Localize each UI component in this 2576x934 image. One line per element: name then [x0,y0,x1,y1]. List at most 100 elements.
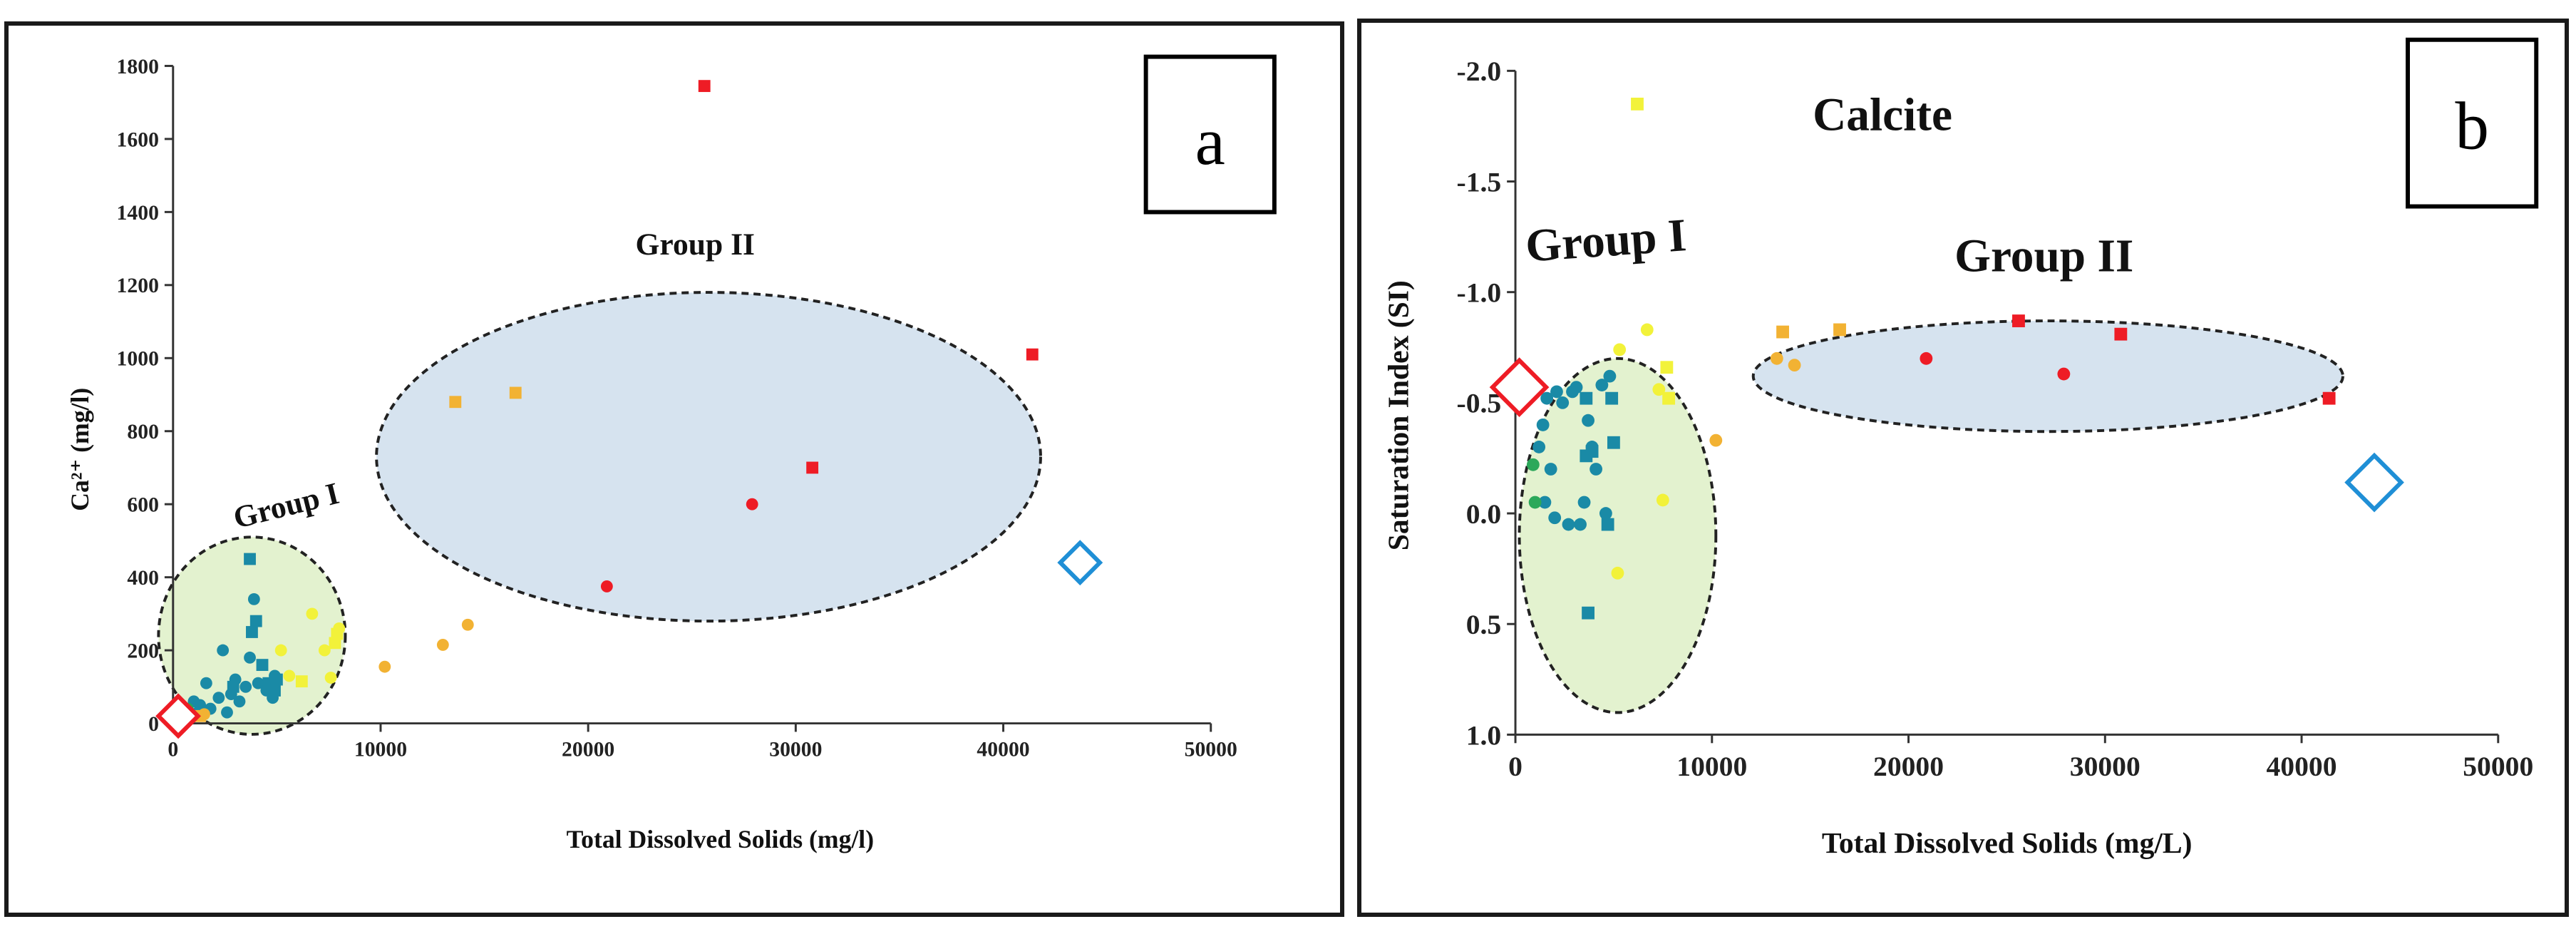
chart-panel-b: 0 10000 20000 30000 40000 50000 -2.0 -1.5 -1.0 -0… [1357,19,2569,917]
chart-b-point-teal-circles [1603,369,1617,383]
chart-b-point-red-circles [1920,351,1933,365]
chart-a-y-tick-label: 1600 [117,128,159,151]
chart-a-y-tick-label: 1800 [117,56,159,78]
chart-a-point-red-squares [806,461,819,474]
chart-b-point-blue-diamond [2344,452,2404,513]
chart-a-point-orange-squares [449,396,462,409]
chart-b-point-teal-circles [1574,518,1587,531]
chart-b-point-teal-circles [1595,379,1609,391]
chart-a-point-yellow-circles [324,672,337,684]
chart-b-group-2-ellipse [1751,319,2344,433]
chart-b-y-tick-label: -1.0 [1457,277,1502,309]
chart-a-panel-letter-box [1143,54,1277,215]
chart-b-point-teal-squares [1601,518,1614,531]
chart-a-x-tick-label: 10000 [354,739,407,761]
chart-b-point-yellow-circles [1640,323,1654,337]
chart-b-point-teal-circles [1577,496,1591,509]
chart-a-x-axis-label: Total Dissolved Solids (mg/l) [567,825,874,853]
chart-b-y-tick-label: 0.5 [1466,609,1502,640]
chart-b-point-teal-circles [1548,511,1562,525]
chart-a-x-tick-label: 50000 [1185,739,1237,761]
chart-b-point-orange-circles [1770,351,1783,365]
chart-b-x-tick-label: 40000 [2267,751,2337,782]
chart-a-point-teal-squares [256,659,269,672]
chart-a-point-teal-circles [221,706,233,719]
chart-b-point-yellow-squares [1631,97,1644,111]
chart-b-point-yellow-circles [1611,566,1624,580]
chart-b-point-teal-circles [1556,396,1570,409]
chart-a-x-tick-label: 40000 [977,739,1029,761]
chart-panel-a: 0 10000 20000 30000 40000 50000 0 200 400 600 800 1… [4,21,1344,917]
chart-b-point-orange-squares [1833,323,1846,337]
chart-a-point-teal-squares [246,626,258,638]
chart-b-point-orange-squares [1776,325,1789,339]
chart-a-group-ii-label: Group II [636,227,755,262]
chart-a-point-orange-squares [509,386,522,399]
chart-b-x-tick-label: 0 [1508,751,1523,782]
chart-b-y-axis-label: Saturation Index (SI) [1381,280,1415,550]
chart-b-point-orange-circles [1709,433,1723,447]
chart-a-point-red-circles [746,498,758,510]
chart-b-y-tick-label: 1.0 [1466,719,1502,751]
chart-a-y-tick-label: 200 [127,640,159,663]
chart-b-point-red-squares [2322,391,2336,405]
chart-a-y-tick-label: 400 [127,567,159,590]
chart-b-point-teal-circles [1538,496,1552,509]
chart-b-point-red-squares [2114,327,2128,341]
chart-b-point-red-diamond [1489,357,1550,417]
chart-a-point-teal-circles [247,592,260,605]
chart-a-y-tick-label: 1200 [117,274,159,297]
chart-b-point-green-circles [1528,496,1542,509]
chart-b-x-tick-label: 10000 [1676,751,1747,782]
chart-b-x-axis-label: Total Dissolved Solids (mg/L) [1822,826,2193,860]
chart-a-point-teal-squares [244,553,256,565]
chart-b-point-teal-circles [1536,418,1550,431]
chart-b-points [1489,97,2404,620]
chart-a-point-orange-circles [461,618,474,631]
chart-a-point-teal-circles [244,651,256,664]
chart-a-point-orange-circles [436,639,449,651]
chart-b-point-teal-circles [1570,381,1583,394]
chart-b-y-tick-label: 0.0 [1466,498,1502,530]
chart-a-y-tick-label: 600 [127,494,159,517]
chart-b-point-teal-circles [1544,463,1557,476]
chart-b-panel-letter: b [2455,88,2489,163]
chart-a-point-yellow-circles [306,607,319,620]
chart-b-point-teal-squares [1582,606,1594,620]
chart-a-point-teal-squares [227,680,239,693]
chart-a-point-orange-circles [378,660,391,673]
chart-b-point-teal-circles [1582,414,1594,427]
chart-a-y-tick-label: 1400 [117,202,159,225]
chart-a-y-tick-label: 0 [148,713,159,736]
chart-b-point-teal-squares [1585,445,1599,458]
chart-a-point-red-diamond [155,693,201,739]
chart-a-point-teal-circles [217,644,230,657]
chart-a-x-tick-label: 0 [168,739,178,761]
chart-b-y-tick-label: -0.5 [1457,388,1502,419]
chart-b-point-teal-circles [1540,391,1554,405]
chart-b-point-yellow-circles [1656,493,1669,507]
chart-a-point-red-circles [600,580,613,592]
chart-b-point-yellow-circles [1613,343,1627,356]
chart-b-svg: 0 10000 20000 30000 40000 50000 -2.0 -1.5 -1.0 -0… [1381,37,2539,860]
chart-a-point-teal-squares [269,684,281,697]
chart-a-point-yellow-squares [331,627,344,640]
chart-a-group-i-label: Group I [230,476,343,535]
chart-b-title: Calcite [1813,90,1952,141]
chart-a-point-yellow-circles [318,644,331,657]
chart-b-point-yellow-squares [1660,361,1674,374]
chart-a-panel-letter: a [1195,103,1225,179]
chart-b-group-i-label: Group I [1524,210,1688,272]
chart-b-point-teal-circles [1562,518,1575,531]
chart-b-group-1-ellipse [1518,356,1718,714]
chart-a-point-yellow-squares [295,675,308,688]
chart-a-svg: 0 10000 20000 30000 40000 50000 0 200 400 600 800 1… [66,54,1277,853]
chart-b-group-ii-label: Group II [1954,231,2133,282]
chart-b-point-teal-squares [1605,391,1619,405]
chart-a-y-tick-label: 1000 [117,348,159,371]
chart-a-point-blue-diamond [1057,540,1103,586]
chart-a-point-teal-squares [270,673,283,686]
chart-b-point-teal-squares [1607,436,1620,449]
chart-a-y-axis-label: Ca²⁺ (mg/l) [66,388,94,511]
chart-b-point-teal-circles [1590,463,1603,476]
